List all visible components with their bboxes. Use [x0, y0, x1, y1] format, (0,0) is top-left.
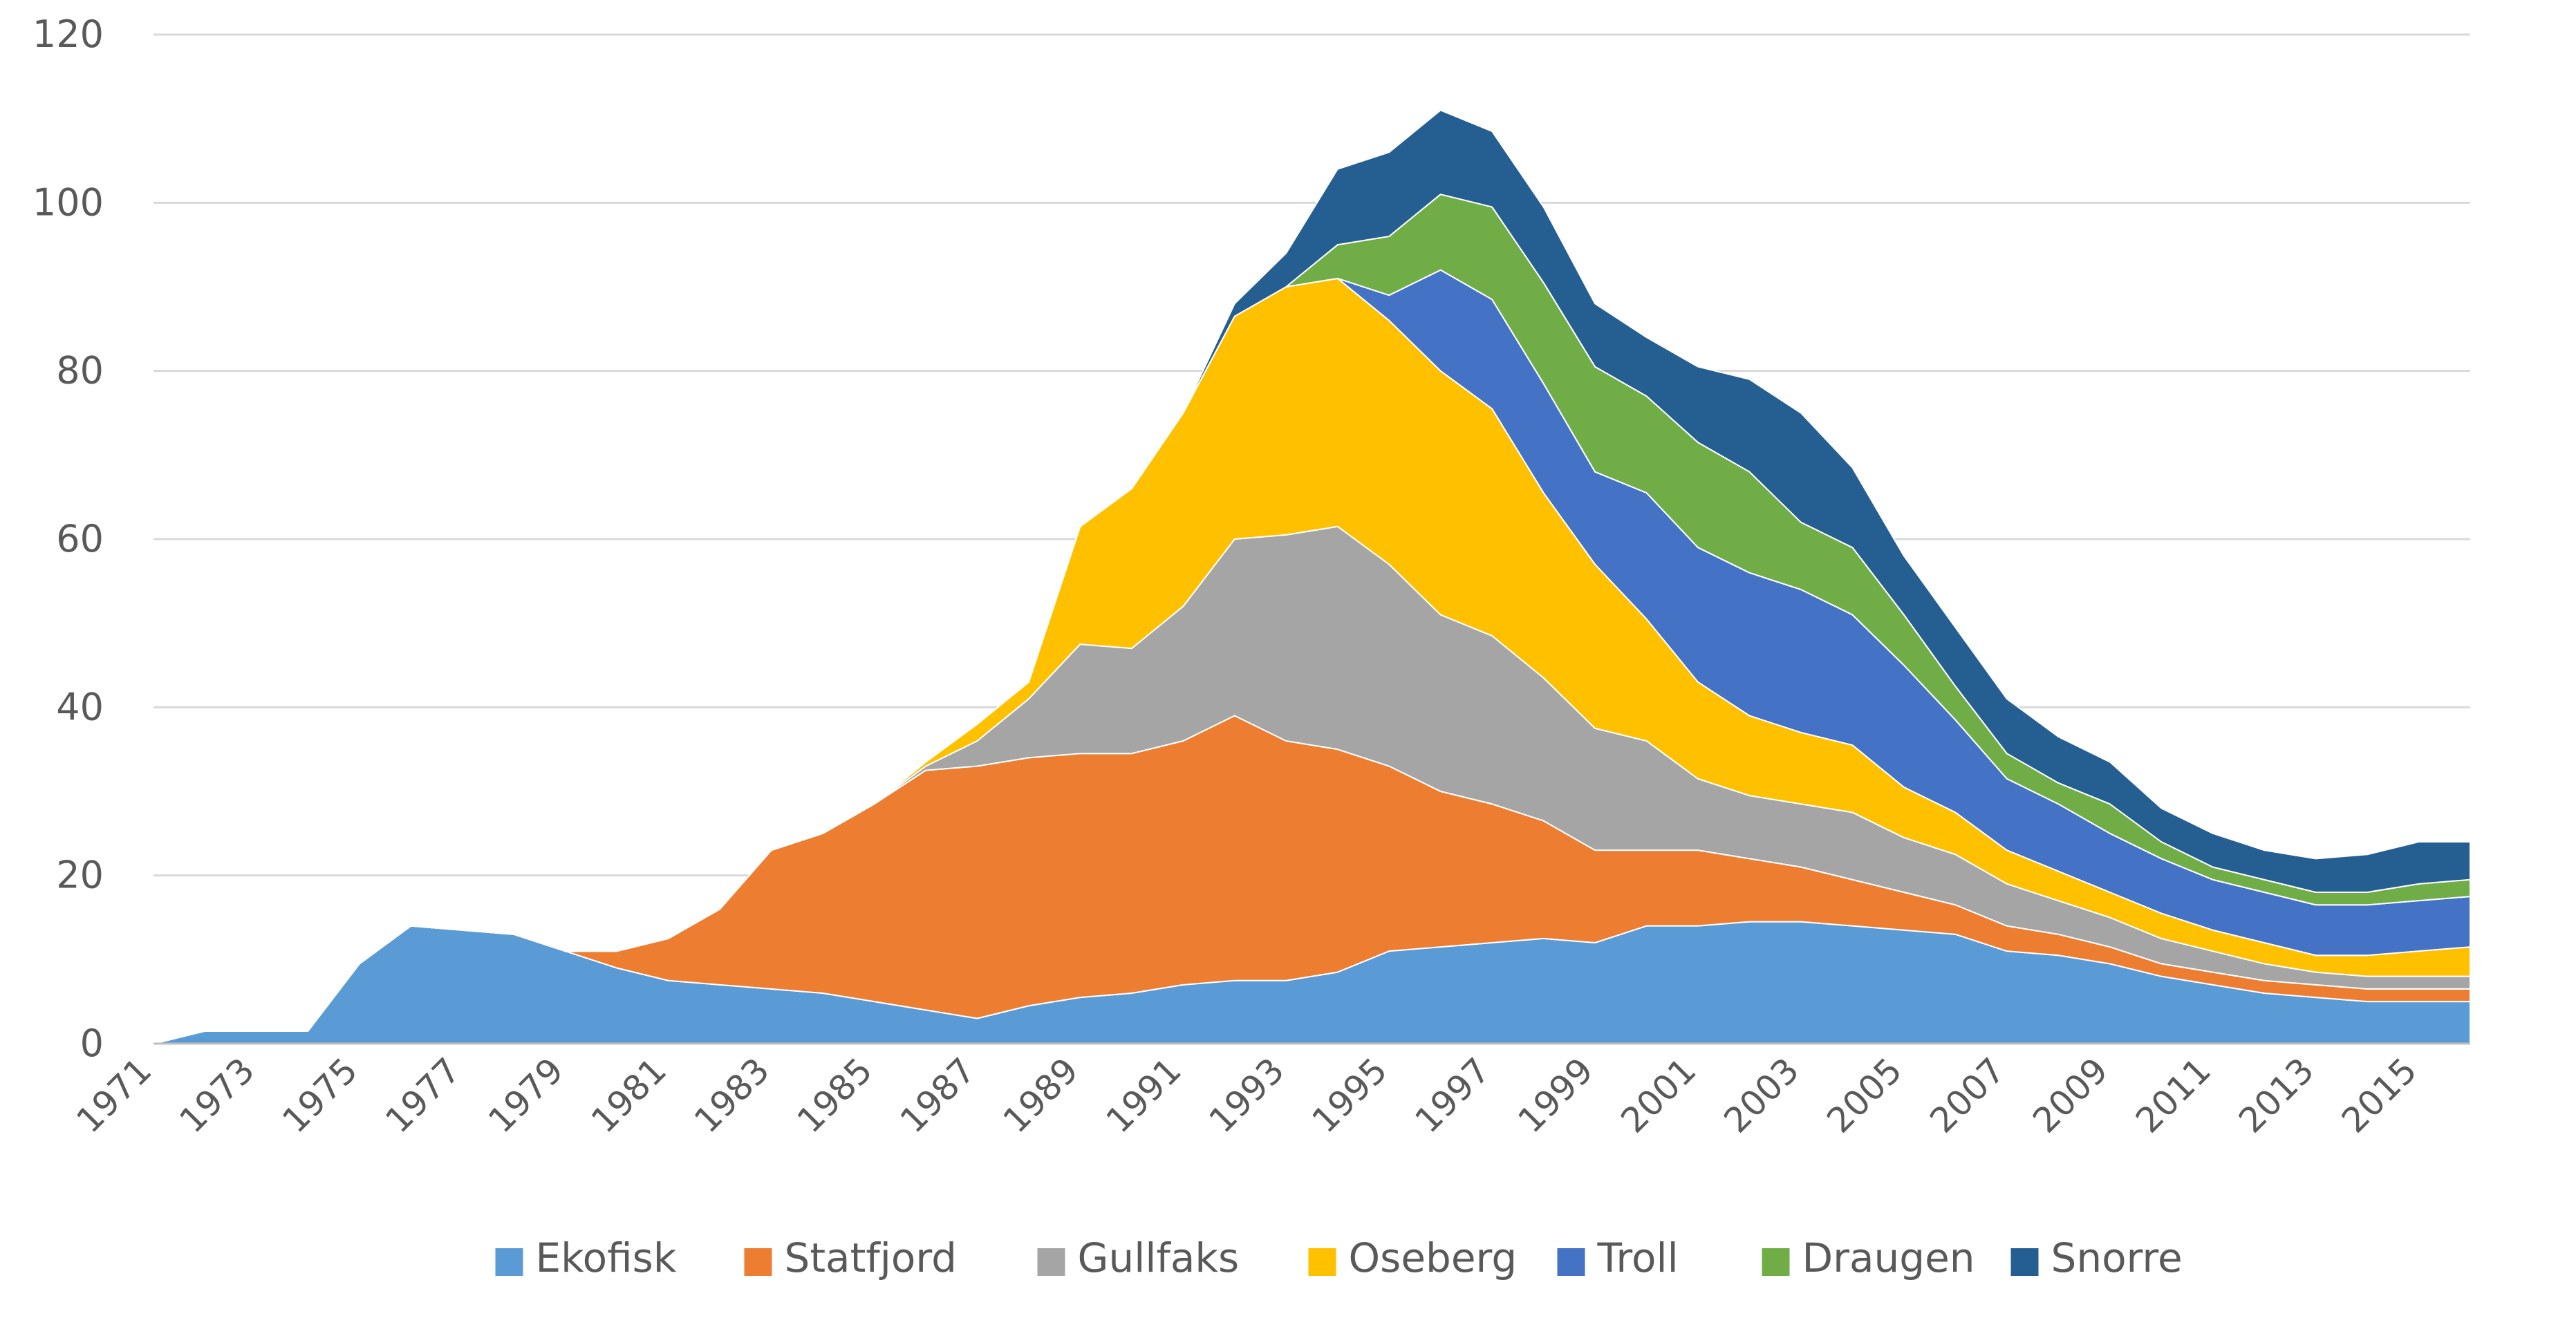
legend-swatch: [1037, 1248, 1065, 1276]
x-tick-label: 1997: [1408, 1050, 1498, 1140]
legend-item-ekofisk: Ekofisk: [495, 1234, 677, 1281]
x-axis: 1971 1973 1975 1977 1979 1981 1983 1985 1987 1989…: [68, 1050, 2425, 1140]
x-tick-label: 1975: [274, 1050, 365, 1140]
x-tick-label: 1991: [1099, 1050, 1189, 1140]
legend-swatch: [495, 1248, 523, 1276]
x-tick-label: 2001: [1613, 1050, 1704, 1140]
legend-label: Gullfaks: [1078, 1234, 1240, 1281]
x-tick-label: 1979: [480, 1050, 571, 1140]
x-tick-label: 1977: [377, 1050, 468, 1140]
y-tick-label: 60: [56, 517, 104, 561]
legend-swatch: [744, 1248, 772, 1276]
legend-swatch: [1308, 1248, 1336, 1276]
x-tick-label: 2005: [1819, 1050, 1910, 1140]
legend: Ekofisk Statfjord Gullfaks Oseberg Troll Drau…: [495, 1234, 2183, 1281]
legend-item-draugen: Draugen: [1762, 1234, 1975, 1281]
x-tick-label: 1981: [584, 1050, 674, 1140]
x-tick-label: 1989: [996, 1050, 1086, 1140]
legend-item-gullfaks: Gullfaks: [1037, 1234, 1240, 1281]
x-tick-label: 2013: [2231, 1050, 2322, 1140]
legend-label: Draugen: [1802, 1234, 1975, 1281]
legend-label: Ekofisk: [536, 1234, 677, 1281]
y-tick-label: 20: [56, 854, 104, 897]
y-tick-label: 0: [80, 1022, 104, 1065]
area-layer: [153, 109, 2471, 1045]
x-tick-label: 1973: [171, 1050, 262, 1140]
y-tick-label: 120: [32, 12, 104, 56]
x-tick-label: 2011: [2128, 1050, 2219, 1140]
x-tick-label: 2015: [2334, 1050, 2425, 1140]
legend-swatch: [2010, 1248, 2039, 1276]
x-tick-label: 1983: [687, 1050, 777, 1140]
legend-item-statfjord: Statfjord: [744, 1234, 958, 1281]
legend-label: Oseberg: [1349, 1234, 1518, 1281]
x-tick-label: 1993: [1202, 1050, 1292, 1140]
x-tick-label: 1999: [1511, 1050, 1601, 1140]
legend-label: Troll: [1597, 1234, 1679, 1281]
x-tick-label: 1987: [893, 1050, 983, 1140]
x-tick-label: 1995: [1305, 1050, 1395, 1140]
x-tick-label: 1985: [790, 1050, 880, 1140]
area-snorre: [153, 109, 2471, 1044]
y-tick-label: 40: [56, 685, 104, 728]
legend-item-snorre: Snorre: [2010, 1234, 2183, 1281]
legend-item-oseberg: Oseberg: [1308, 1234, 1518, 1281]
legend-swatch: [1762, 1248, 1790, 1276]
legend-item-troll: Troll: [1557, 1234, 1679, 1281]
legend-swatch: [1557, 1248, 1585, 1276]
x-tick-label: 2009: [2025, 1050, 2116, 1140]
x-tick-label: 2007: [1922, 1050, 2013, 1140]
x-tick-label: 2003: [1716, 1050, 1807, 1140]
legend-label: Statfjord: [785, 1234, 958, 1281]
legend-label: Snorre: [2051, 1234, 2183, 1281]
y-tick-label: 80: [56, 349, 104, 393]
y-tick-label: 100: [32, 180, 104, 224]
y-axis: 0 20 40 60 80 100 120: [32, 12, 104, 1065]
